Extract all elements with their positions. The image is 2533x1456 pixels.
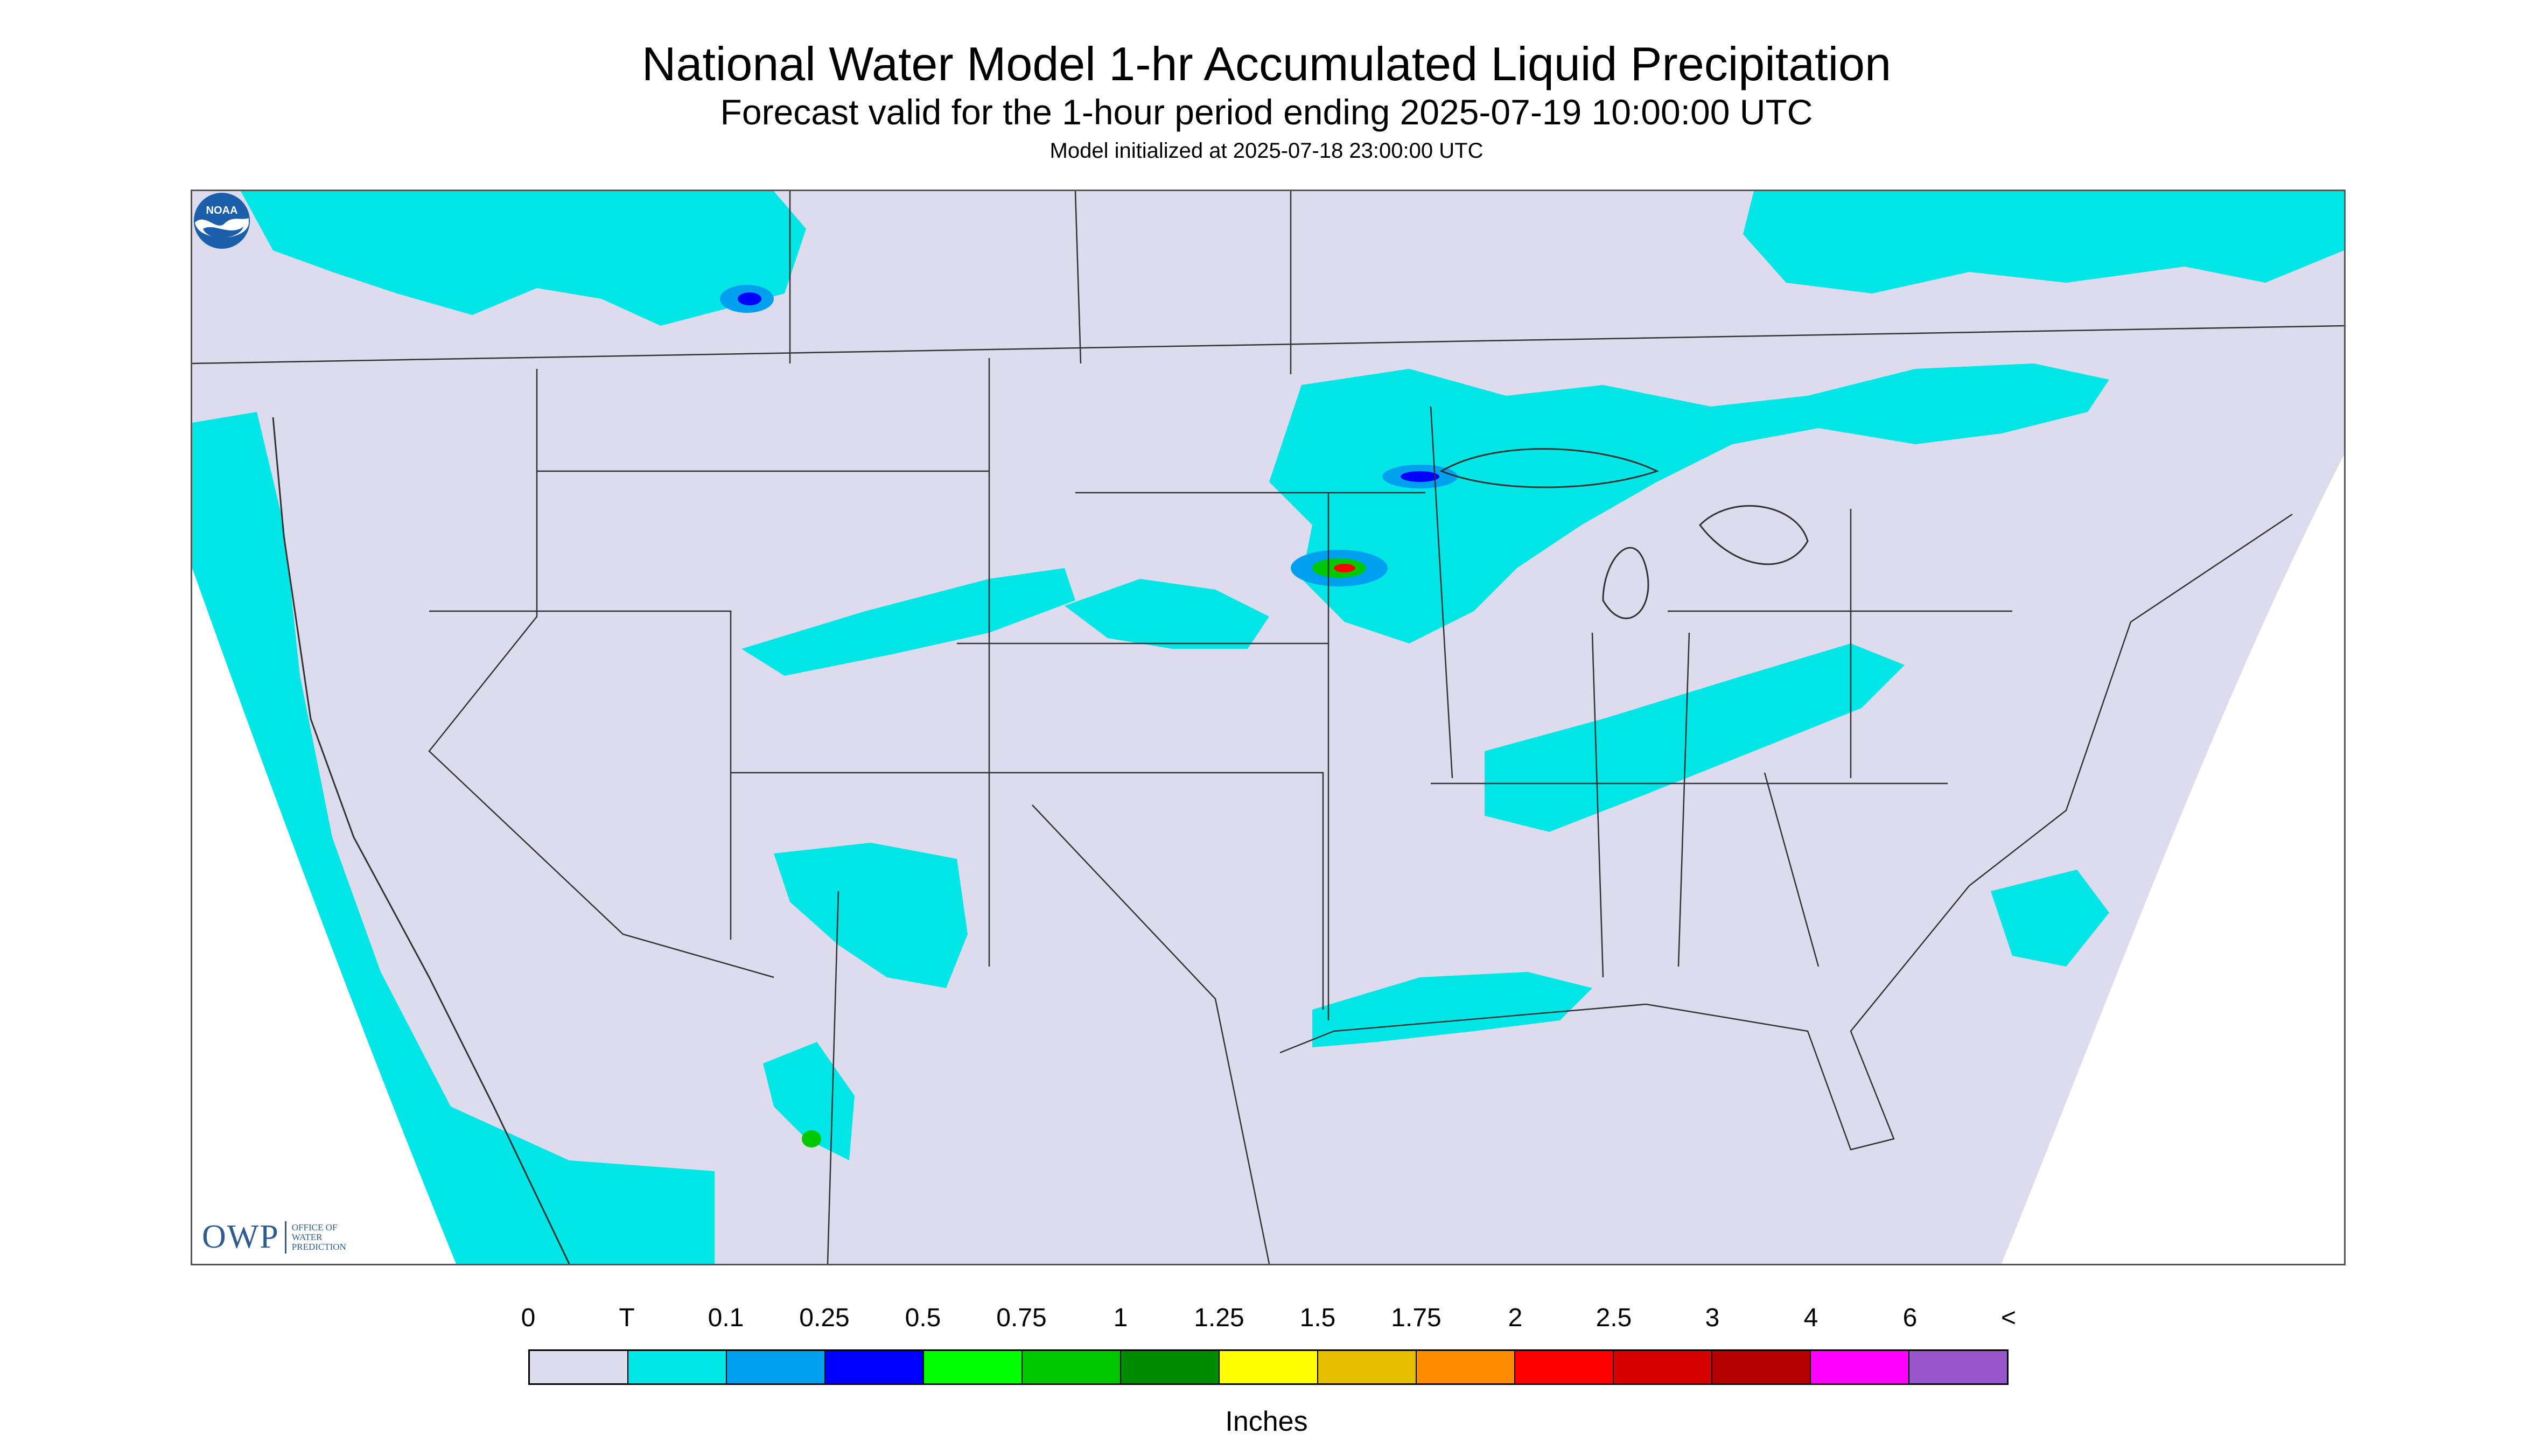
map-title: National Water Model 1-hr Accumulated Li… <box>641 37 1892 90</box>
owp-logo-mark: OWP <box>202 1219 279 1255</box>
legend-units: Inches <box>1225 1406 1308 1437</box>
coastline <box>272 417 1809 1264</box>
legend-labels: 0 T 0.1 0.25 0.5 0.75 1 1.25 1.5 1.75 2 … <box>0 1303 2533 1341</box>
legend-swatch <box>1614 1351 1712 1383</box>
map-subtitle: Forecast valid for the 1-hour period end… <box>720 92 1813 132</box>
noaa-logo-text: NOAA <box>206 205 238 216</box>
map-canvas <box>192 191 2344 1264</box>
owp-logo-text: OFFICE OF WATER PREDICTION <box>291 1222 346 1252</box>
legend-swatch <box>727 1351 825 1383</box>
owp-logo-divider <box>284 1221 286 1254</box>
legend-label: 1.25 <box>1194 1304 1244 1332</box>
precip-north-band <box>241 191 806 326</box>
precip-west-coast <box>192 412 715 1264</box>
legend-label: 1 <box>1113 1304 1128 1332</box>
legend-swatch <box>1023 1351 1121 1383</box>
legend-label: T <box>619 1304 635 1332</box>
legend-swatch <box>1515 1351 1614 1383</box>
precip-heavy-canada-core <box>738 292 761 305</box>
legend-swatch <box>1318 1351 1417 1383</box>
legend-swatch <box>1220 1351 1318 1383</box>
legend-label: 0.1 <box>708 1304 744 1332</box>
legend-label: 2.5 <box>1596 1304 1632 1332</box>
state-borders <box>192 191 2344 1264</box>
precip-atlantic <box>1991 870 2109 967</box>
legend-label: 4 <box>1803 1304 1818 1332</box>
legend-label: 3 <box>1705 1304 1720 1332</box>
legend-label: 0.5 <box>905 1304 941 1332</box>
legend-swatch <box>924 1351 1023 1383</box>
legend-swatch <box>1712 1351 1811 1383</box>
legend-label: < <box>2000 1304 2017 1332</box>
precip-upper-midwest <box>1269 363 2109 643</box>
legend-swatch <box>1811 1351 1909 1383</box>
legend-swatch <box>825 1351 924 1383</box>
legend-label: 1.5 <box>1299 1304 1336 1332</box>
legend-color-bar <box>528 1349 2009 1385</box>
precip-heavy-iowa-core <box>1334 564 1355 572</box>
legend-label: 2 <box>1508 1304 1523 1332</box>
precip-east <box>1485 643 1905 832</box>
precip-southwest <box>774 843 968 988</box>
owp-logo: OWP OFFICE OF WATER PREDICTION <box>202 1218 356 1256</box>
legend-label: 0.75 <box>996 1304 1047 1332</box>
precip-plains <box>741 568 1075 676</box>
legend-swatch <box>1121 1351 1220 1383</box>
precip-northeast-band <box>1743 191 2344 293</box>
noaa-logo: NOAA <box>194 193 250 249</box>
model-init-time: Model initialized at 2025-07-18 23:00:00… <box>1049 139 1484 163</box>
precip-heavy-mexico <box>802 1130 821 1147</box>
precip-gulf <box>1312 972 1592 1047</box>
legend-label: 0.25 <box>799 1304 850 1332</box>
precipitation-map: OWP OFFICE OF WATER PREDICTION NOAA <box>191 190 2346 1265</box>
legend-swatch <box>530 1351 628 1383</box>
legend-swatch <box>1417 1351 1515 1383</box>
no-data-left <box>192 568 456 1264</box>
legend-label: 1.75 <box>1391 1304 1442 1332</box>
precip-heavy-minnesota-core <box>1401 471 1439 482</box>
legend-label: 6 <box>1902 1304 1918 1332</box>
precip-plains-2 <box>1065 579 1269 649</box>
no-data-right <box>2002 455 2344 1264</box>
legend-swatch <box>628 1351 727 1383</box>
legend-swatch <box>1909 1351 2007 1383</box>
legend-label: 0 <box>521 1304 536 1332</box>
